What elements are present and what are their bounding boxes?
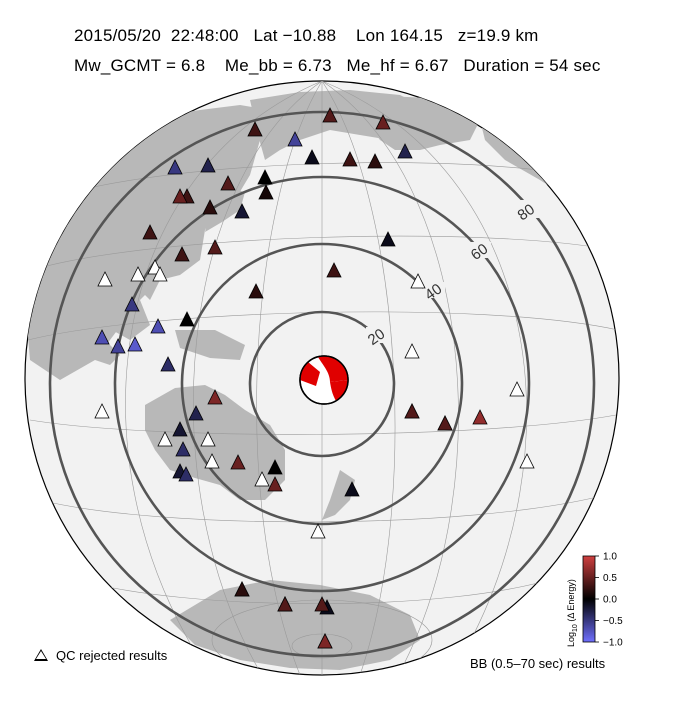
station-marker	[202, 199, 218, 215]
station-marker	[174, 246, 190, 262]
colorbar-tick-label: 0.5	[603, 573, 617, 584]
qc-rejected-marker	[200, 431, 216, 447]
station-marker	[314, 596, 330, 612]
station-marker	[258, 184, 274, 200]
qc-rejected-marker	[130, 266, 146, 282]
qc-rejected-marker	[94, 403, 110, 419]
event-magnitudes-line-2: Mw_GCMT = 6.8 Me_bb = 6.73 Me_hf = 6.67 …	[74, 56, 601, 75]
station-marker	[150, 318, 166, 334]
station-marker	[94, 329, 110, 345]
colorbar-tick-label: 0.0	[603, 595, 617, 606]
station-marker	[287, 131, 303, 147]
colorbar-gradient	[582, 555, 596, 643]
beachball	[299, 355, 349, 405]
station-marker	[207, 389, 223, 405]
qc-rejected-marker	[404, 343, 420, 359]
station-marker	[188, 405, 204, 421]
ring-60	[113, 175, 531, 593]
station-marker	[178, 466, 194, 482]
qc-rejected-marker	[157, 431, 173, 447]
station-marker	[179, 311, 195, 327]
station-marker	[404, 403, 420, 419]
ring-80	[48, 110, 596, 658]
qc-rejected-marker	[254, 471, 270, 487]
beachball-compressional-quadrant-c	[299, 362, 320, 386]
station-marker	[322, 107, 338, 123]
station-marker	[230, 454, 246, 470]
qc-rejected-marker	[509, 381, 525, 397]
station-marker	[277, 596, 293, 612]
station-marker	[172, 188, 188, 204]
station-marker	[317, 633, 333, 649]
station-marker	[248, 283, 264, 299]
station-marker	[437, 415, 453, 431]
ring-label-60: 60	[468, 240, 491, 263]
colorbar: 1.0 0.5 0.0 −0.5 −1.0 Log10 (Δ Energy)	[566, 552, 623, 649]
station-marker	[380, 231, 396, 247]
colorbar-title-sub: 10	[572, 624, 579, 632]
ring-labels: 20 40 60 80	[365, 200, 539, 349]
station-marker	[267, 476, 283, 492]
station-marker	[247, 121, 263, 137]
station-marker	[167, 159, 183, 175]
qc-rejected-marker	[204, 453, 220, 469]
station-marker	[304, 149, 320, 165]
station-marker	[472, 409, 488, 425]
station-marker	[124, 296, 140, 312]
station-marker	[267, 459, 283, 475]
land-antarctica	[170, 580, 420, 670]
ring-label-40: 40	[422, 280, 445, 303]
beachball-compressional-quadrant-a	[318, 356, 348, 382]
qc-rejected-marker	[410, 273, 426, 289]
ring-20	[248, 310, 396, 458]
ring-label-80: 80	[515, 201, 538, 224]
station-marker	[367, 153, 383, 169]
station-marker	[142, 224, 158, 240]
station-marker	[234, 203, 250, 219]
bb-legend-label: BB (0.5–70 sec) results	[470, 656, 606, 671]
station-marker	[344, 481, 360, 497]
qc-legend: QC rejected results	[34, 648, 167, 663]
qc-legend-triangle-icon	[34, 649, 48, 661]
station-marker	[234, 581, 250, 597]
colorbar-tick-label: −0.5	[603, 616, 623, 627]
station-marker	[172, 421, 188, 437]
qc-rejected-marker	[310, 523, 326, 539]
qc-rejected-markers	[94, 259, 535, 539]
land-new-zealand	[322, 470, 355, 520]
station-marker	[160, 356, 176, 372]
qc-rejected-marker	[152, 266, 168, 282]
qc-legend-label: QC rejected results	[56, 648, 168, 663]
colorbar-title: Log10 (Δ Energy)	[566, 579, 579, 647]
station-marker	[207, 239, 223, 255]
ring-label-20: 20	[365, 325, 388, 348]
station-marker	[200, 157, 216, 173]
land-new-guinea	[175, 330, 245, 360]
station-marker	[397, 143, 413, 159]
beachball-compressional-quadrant-b	[330, 380, 349, 401]
event-info-line-1: 2015/05/20 22:48:00 Lat −10.88 Lon 164.1…	[74, 26, 539, 45]
distance-rings	[48, 110, 596, 658]
colorbar-title-rest: (Δ Energy)	[566, 579, 576, 624]
station-marker	[326, 262, 342, 278]
station-marker	[127, 336, 143, 352]
station-marker	[110, 338, 126, 354]
station-marker	[220, 175, 236, 191]
qc-rejected-marker	[519, 453, 535, 469]
land-japan	[205, 188, 245, 232]
ring-40	[180, 242, 464, 526]
colorbar-tick-label: −1.0	[603, 638, 623, 649]
colorbar-tick-label: 1.0	[603, 552, 617, 563]
station-marker	[175, 441, 191, 457]
colorbar-title-main: Log	[566, 632, 576, 647]
station-marker	[375, 114, 391, 130]
station-marker	[342, 151, 358, 167]
station-markers	[94, 107, 488, 649]
station-marker	[257, 169, 273, 185]
qc-rejected-marker	[97, 271, 113, 287]
